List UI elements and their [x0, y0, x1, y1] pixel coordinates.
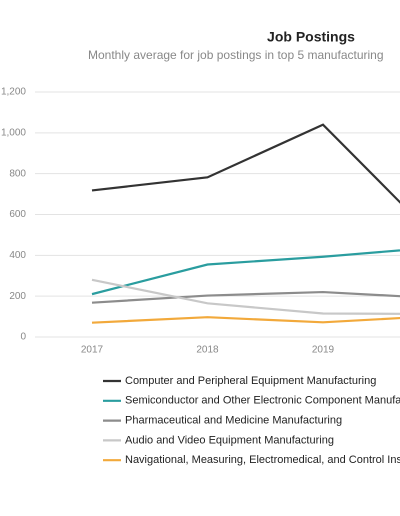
legend-label: Navigational, Measuring, Electromedical,… — [125, 454, 400, 466]
legend-label: Semiconductor and Other Electronic Compo… — [125, 395, 400, 407]
chart-subtitle: Monthly average for job postings in top … — [88, 48, 384, 62]
legend-label: Audio and Video Equipment Manufacturing — [125, 434, 334, 446]
legend-label: Pharmaceutical and Medicine Manufacturin… — [125, 415, 342, 427]
y-tick-label: 800 — [9, 168, 26, 179]
series-line — [91, 278, 400, 315]
y-tick-label: 0 — [20, 332, 26, 343]
y-tick-label: 600 — [9, 209, 26, 220]
y-tick-label: 1,200 — [1, 87, 26, 98]
series-line — [91, 123, 400, 204]
x-tick-label: 2018 — [196, 345, 219, 356]
x-tick-label: 2017 — [81, 345, 104, 356]
y-tick-label: 200 — [9, 291, 26, 302]
chart-title: Job Postings — [267, 29, 355, 45]
y-tick-label: 1,000 — [1, 127, 26, 138]
series-line — [91, 249, 400, 296]
x-tick-label: 2019 — [312, 345, 335, 356]
y-tick-label: 400 — [9, 250, 26, 261]
series-line — [91, 290, 400, 304]
legend-label: Computer and Peripheral Equipment Manufa… — [125, 375, 376, 387]
series-line — [91, 316, 400, 324]
